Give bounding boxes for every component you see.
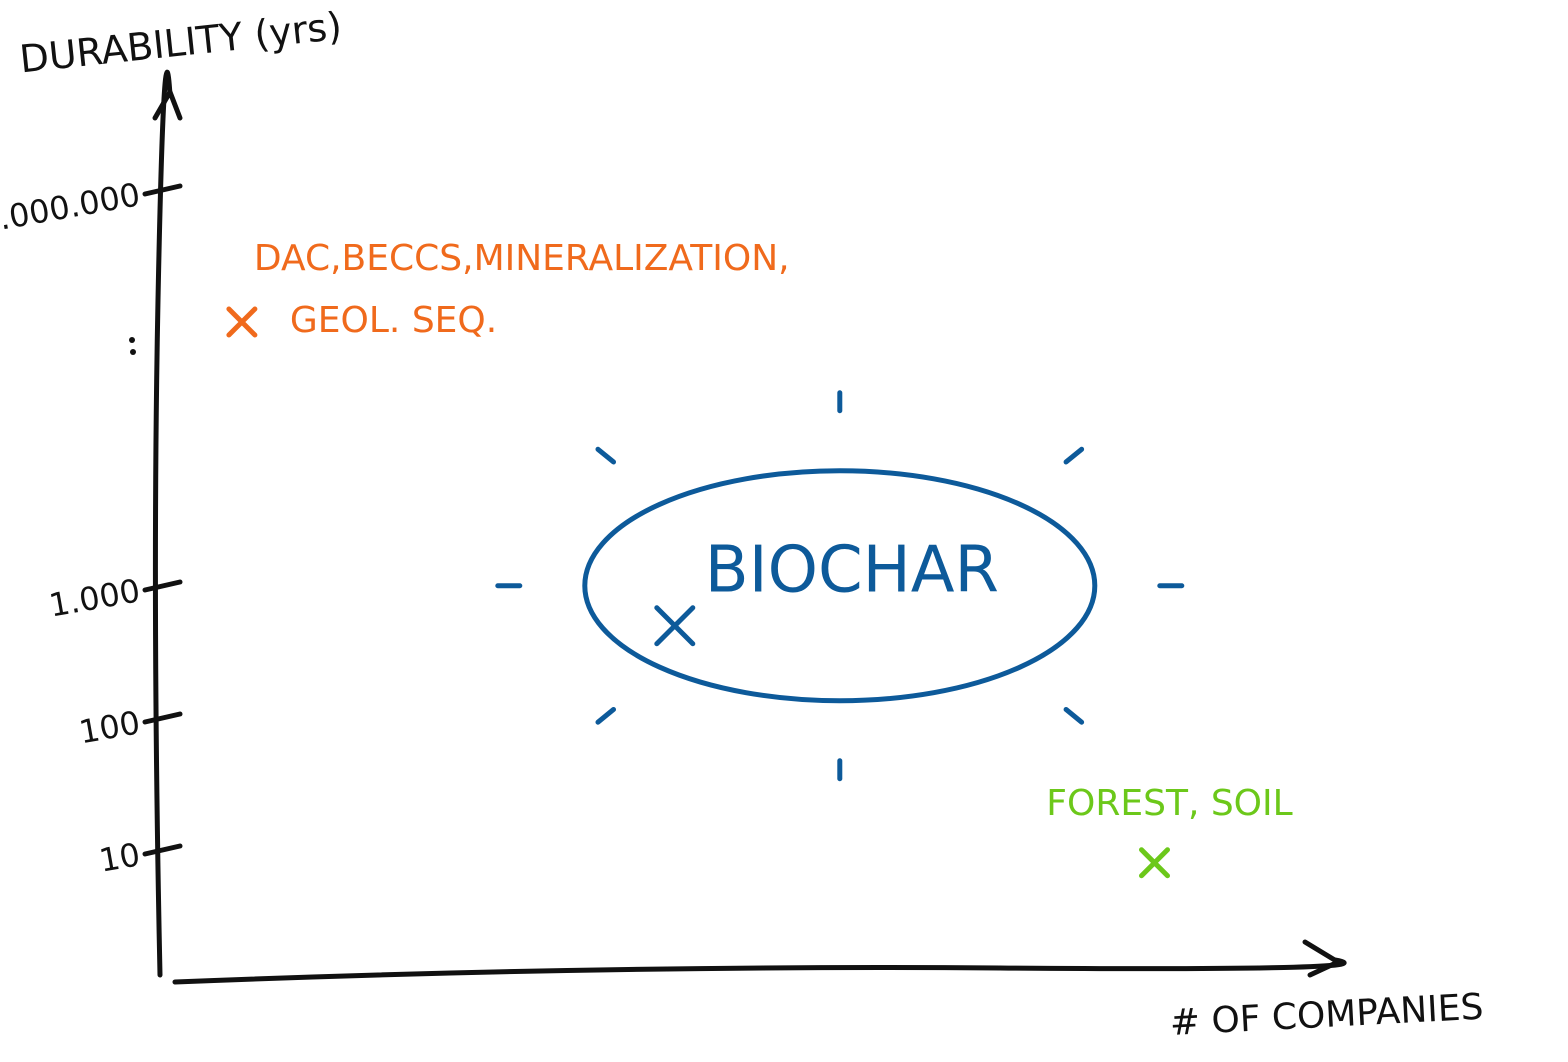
y-tick-label: 100 bbox=[76, 703, 143, 751]
point-label: DAC,BECCS,MINERALIZATION, GEOL. SEQ. bbox=[254, 238, 790, 341]
x-axis-arrow bbox=[1302, 939, 1341, 978]
point-label: FOREST, SOIL bbox=[1046, 783, 1292, 824]
highlight-ray bbox=[1063, 446, 1085, 465]
y-axis-label: DURABILITY (yrs) bbox=[17, 4, 343, 82]
point-label-line: GEOL. SEQ. bbox=[290, 300, 497, 341]
y-tick bbox=[142, 183, 183, 197]
highlight-ray bbox=[1063, 706, 1085, 725]
highlight-ray bbox=[595, 446, 617, 465]
point-label-line: FOREST, SOIL bbox=[1046, 783, 1292, 824]
y-tick bbox=[142, 843, 183, 857]
highlight-outline bbox=[582, 468, 1098, 704]
y-tick-label: 1.000.000 bbox=[0, 175, 143, 241]
x-axis-label: # OF COMPANIES bbox=[1169, 987, 1485, 1044]
y-axis bbox=[152, 69, 173, 978]
point-label: BIOCHAR bbox=[705, 533, 999, 607]
y-tick-label: 10 bbox=[96, 835, 143, 879]
y-tick-label: 1.000 bbox=[46, 571, 143, 624]
y-tick bbox=[142, 711, 183, 725]
point-mark bbox=[654, 605, 696, 647]
axis-break bbox=[129, 337, 136, 355]
y-tick bbox=[142, 579, 183, 593]
x-axis bbox=[172, 957, 1347, 985]
point-mark bbox=[1139, 847, 1170, 879]
point-mark bbox=[226, 306, 258, 338]
point-label-line: DAC,BECCS,MINERALIZATION, bbox=[254, 238, 790, 279]
y-axis-arrow bbox=[152, 89, 183, 121]
highlight-ray bbox=[595, 706, 617, 725]
point-label-line: BIOCHAR bbox=[705, 533, 999, 607]
